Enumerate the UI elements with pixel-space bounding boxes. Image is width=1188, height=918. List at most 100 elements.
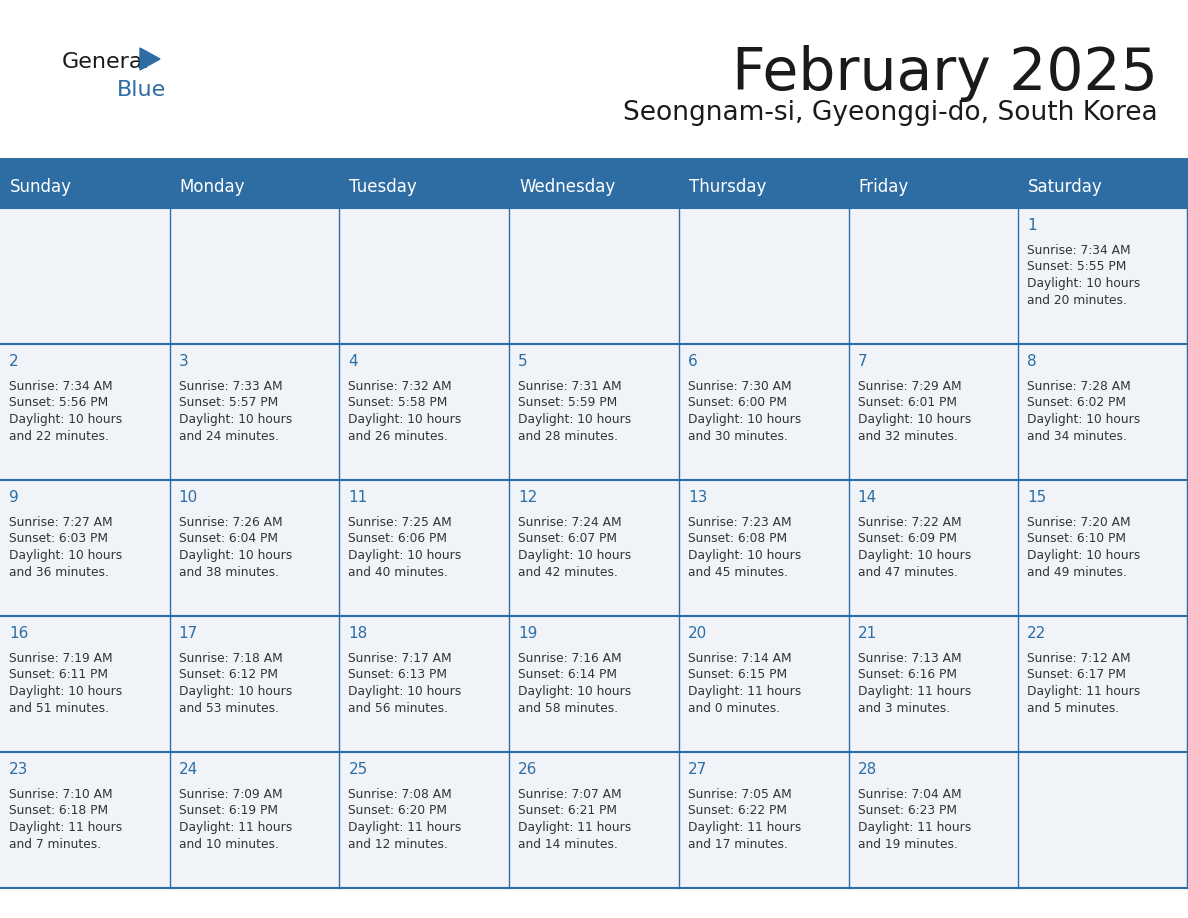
Text: Sunset: 6:16 PM: Sunset: 6:16 PM — [858, 668, 956, 681]
Text: 6: 6 — [688, 354, 697, 369]
Text: Friday: Friday — [859, 178, 909, 196]
Text: Sunrise: 7:20 AM: Sunrise: 7:20 AM — [1028, 516, 1131, 529]
Text: Sunset: 6:04 PM: Sunset: 6:04 PM — [178, 532, 278, 545]
Text: and 32 minutes.: and 32 minutes. — [858, 430, 958, 442]
Text: Daylight: 10 hours: Daylight: 10 hours — [348, 413, 462, 426]
Text: 24: 24 — [178, 762, 198, 777]
Text: and 17 minutes.: and 17 minutes. — [688, 837, 788, 850]
Text: Sunset: 6:01 PM: Sunset: 6:01 PM — [858, 397, 956, 409]
Text: Sunset: 6:23 PM: Sunset: 6:23 PM — [858, 804, 956, 818]
Text: Sunset: 5:57 PM: Sunset: 5:57 PM — [178, 397, 278, 409]
Text: Sunrise: 7:08 AM: Sunrise: 7:08 AM — [348, 788, 453, 801]
Text: Sunrise: 7:17 AM: Sunrise: 7:17 AM — [348, 652, 453, 665]
Text: Daylight: 11 hours: Daylight: 11 hours — [1028, 685, 1140, 698]
Text: Sunrise: 7:12 AM: Sunrise: 7:12 AM — [1028, 652, 1131, 665]
Text: Tuesday: Tuesday — [349, 178, 417, 196]
Text: 10: 10 — [178, 490, 198, 505]
Text: and 0 minutes.: and 0 minutes. — [688, 701, 781, 714]
Text: and 34 minutes.: and 34 minutes. — [1028, 430, 1127, 442]
Text: and 38 minutes.: and 38 minutes. — [178, 565, 279, 578]
Text: 3: 3 — [178, 354, 189, 369]
Text: Sunrise: 7:33 AM: Sunrise: 7:33 AM — [178, 380, 283, 393]
Text: Sunset: 6:10 PM: Sunset: 6:10 PM — [1028, 532, 1126, 545]
Bar — [0, 752, 1188, 888]
Text: 2: 2 — [10, 354, 19, 369]
Text: and 7 minutes.: and 7 minutes. — [10, 837, 101, 850]
Bar — [0, 480, 1188, 616]
Text: Daylight: 10 hours: Daylight: 10 hours — [10, 685, 122, 698]
Text: Daylight: 11 hours: Daylight: 11 hours — [518, 821, 631, 834]
Text: and 58 minutes.: and 58 minutes. — [518, 701, 618, 714]
Text: Sunrise: 7:22 AM: Sunrise: 7:22 AM — [858, 516, 961, 529]
Text: and 12 minutes.: and 12 minutes. — [348, 837, 448, 850]
Text: Sunrise: 7:31 AM: Sunrise: 7:31 AM — [518, 380, 621, 393]
Text: 13: 13 — [688, 490, 707, 505]
Text: Daylight: 10 hours: Daylight: 10 hours — [178, 549, 292, 562]
Text: Monday: Monday — [179, 178, 245, 196]
Text: Daylight: 10 hours: Daylight: 10 hours — [858, 413, 971, 426]
Text: Sunrise: 7:04 AM: Sunrise: 7:04 AM — [858, 788, 961, 801]
Text: Sunrise: 7:34 AM: Sunrise: 7:34 AM — [10, 380, 113, 393]
Text: Sunrise: 7:10 AM: Sunrise: 7:10 AM — [10, 788, 113, 801]
Text: 28: 28 — [858, 762, 877, 777]
Text: General: General — [62, 52, 150, 72]
Polygon shape — [140, 48, 160, 70]
Bar — [0, 616, 1188, 752]
Text: 16: 16 — [10, 626, 29, 641]
Text: Thursday: Thursday — [689, 178, 766, 196]
Text: and 40 minutes.: and 40 minutes. — [348, 565, 448, 578]
Text: 23: 23 — [10, 762, 29, 777]
Text: Sunset: 6:19 PM: Sunset: 6:19 PM — [178, 804, 278, 818]
Text: 8: 8 — [1028, 354, 1037, 369]
Text: Daylight: 11 hours: Daylight: 11 hours — [348, 821, 462, 834]
Text: Daylight: 10 hours: Daylight: 10 hours — [10, 549, 122, 562]
Text: Sunset: 6:18 PM: Sunset: 6:18 PM — [10, 804, 108, 818]
Text: Seongnam-si, Gyeonggi-do, South Korea: Seongnam-si, Gyeonggi-do, South Korea — [624, 100, 1158, 126]
Text: Sunrise: 7:26 AM: Sunrise: 7:26 AM — [178, 516, 283, 529]
Text: Sunrise: 7:29 AM: Sunrise: 7:29 AM — [858, 380, 961, 393]
Text: Daylight: 10 hours: Daylight: 10 hours — [688, 413, 801, 426]
Text: Sunset: 6:21 PM: Sunset: 6:21 PM — [518, 804, 617, 818]
Text: Wednesday: Wednesday — [519, 178, 615, 196]
Text: and 14 minutes.: and 14 minutes. — [518, 837, 618, 850]
Text: and 22 minutes.: and 22 minutes. — [10, 430, 109, 442]
Text: 18: 18 — [348, 626, 367, 641]
Text: Daylight: 10 hours: Daylight: 10 hours — [1028, 277, 1140, 290]
Text: 17: 17 — [178, 626, 198, 641]
Text: and 20 minutes.: and 20 minutes. — [1028, 294, 1127, 307]
Text: Daylight: 10 hours: Daylight: 10 hours — [10, 413, 122, 426]
Text: Sunset: 6:15 PM: Sunset: 6:15 PM — [688, 668, 786, 681]
Text: Sunset: 6:17 PM: Sunset: 6:17 PM — [1028, 668, 1126, 681]
Text: 19: 19 — [518, 626, 537, 641]
Text: Sunrise: 7:27 AM: Sunrise: 7:27 AM — [10, 516, 113, 529]
Text: Daylight: 10 hours: Daylight: 10 hours — [858, 549, 971, 562]
Text: and 49 minutes.: and 49 minutes. — [1028, 565, 1127, 578]
Text: Sunset: 5:55 PM: Sunset: 5:55 PM — [1028, 261, 1126, 274]
Text: Blue: Blue — [116, 80, 166, 100]
Text: Sunset: 5:59 PM: Sunset: 5:59 PM — [518, 397, 618, 409]
Text: and 24 minutes.: and 24 minutes. — [178, 430, 279, 442]
Text: Sunrise: 7:30 AM: Sunrise: 7:30 AM — [688, 380, 791, 393]
Text: 15: 15 — [1028, 490, 1047, 505]
Text: Sunrise: 7:24 AM: Sunrise: 7:24 AM — [518, 516, 621, 529]
Text: Daylight: 10 hours: Daylight: 10 hours — [518, 413, 631, 426]
Text: Sunrise: 7:18 AM: Sunrise: 7:18 AM — [178, 652, 283, 665]
Text: Daylight: 11 hours: Daylight: 11 hours — [178, 821, 292, 834]
Text: February 2025: February 2025 — [732, 45, 1158, 102]
Text: and 45 minutes.: and 45 minutes. — [688, 565, 788, 578]
Text: 5: 5 — [518, 354, 527, 369]
Text: 11: 11 — [348, 490, 367, 505]
Text: and 42 minutes.: and 42 minutes. — [518, 565, 618, 578]
Text: Sunset: 6:03 PM: Sunset: 6:03 PM — [10, 532, 108, 545]
Text: Daylight: 11 hours: Daylight: 11 hours — [688, 821, 801, 834]
Text: 21: 21 — [858, 626, 877, 641]
Text: Sunset: 6:14 PM: Sunset: 6:14 PM — [518, 668, 617, 681]
Text: 27: 27 — [688, 762, 707, 777]
Text: 25: 25 — [348, 762, 367, 777]
Text: Sunrise: 7:09 AM: Sunrise: 7:09 AM — [178, 788, 283, 801]
Text: and 51 minutes.: and 51 minutes. — [10, 701, 109, 714]
Text: Sunrise: 7:14 AM: Sunrise: 7:14 AM — [688, 652, 791, 665]
Bar — [0, 158, 1188, 166]
Text: Sunrise: 7:34 AM: Sunrise: 7:34 AM — [1028, 244, 1131, 257]
Bar — [0, 166, 1188, 208]
